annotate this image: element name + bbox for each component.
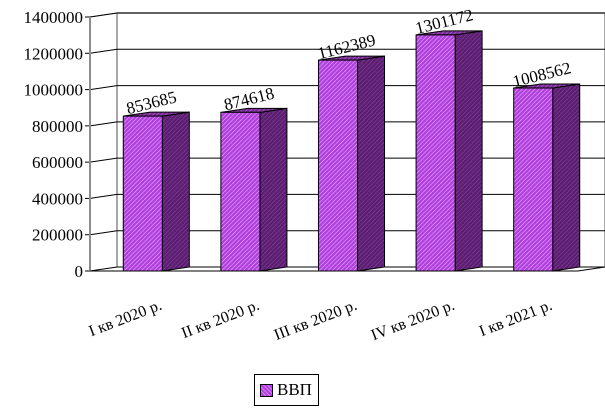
bar-front-face <box>415 34 456 272</box>
y-axis-tick-labels: 0 200000 400000 600000 800000 1000000 1200000 1… <box>24 8 84 281</box>
y-tick-label: 400000 <box>32 189 83 208</box>
bar-front-face <box>220 111 261 272</box>
y-tick-label: 800000 <box>32 117 83 136</box>
bar-front-face <box>513 87 554 272</box>
x-category-label: II кв 2020 р. <box>179 297 262 342</box>
bar-side-face <box>357 55 386 272</box>
x-axis-category-labels: I кв 2020 р. II кв 2020 р. III кв 2020 р. I… <box>87 297 555 344</box>
bars <box>122 30 581 272</box>
bar-1 <box>122 111 190 272</box>
bar-front-face <box>122 115 163 272</box>
x-category-label: IV кв 2020 р. <box>369 297 457 344</box>
x-category-label: III кв 2020 р. <box>272 297 360 344</box>
y-tick-label: 0 <box>75 262 84 281</box>
gridline <box>89 12 605 18</box>
y-tick-label: 1000000 <box>24 81 84 100</box>
y-tick-label: 600000 <box>32 153 83 172</box>
x-category-label: I кв 2021 р. <box>477 297 555 340</box>
bar-side-face <box>454 30 483 272</box>
x-category-label: I кв 2020 р. <box>87 297 165 340</box>
bar-4 <box>415 30 483 272</box>
legend-label-vvp: ВВП <box>277 380 312 399</box>
bar-3 <box>317 55 386 272</box>
bar-side-face <box>259 107 288 272</box>
y-tick-label: 1400000 <box>24 8 84 27</box>
bar-front-face <box>317 59 359 272</box>
bar-5 <box>513 83 581 272</box>
bar-side-face <box>161 111 190 272</box>
y-tick-label: 200000 <box>32 226 83 245</box>
bar-2 <box>220 107 288 272</box>
legend-swatch-vvp <box>260 383 273 397</box>
y-tick-label: 1200000 <box>24 44 84 63</box>
bar-side-face <box>552 83 581 272</box>
legend: ВВП <box>254 374 319 406</box>
